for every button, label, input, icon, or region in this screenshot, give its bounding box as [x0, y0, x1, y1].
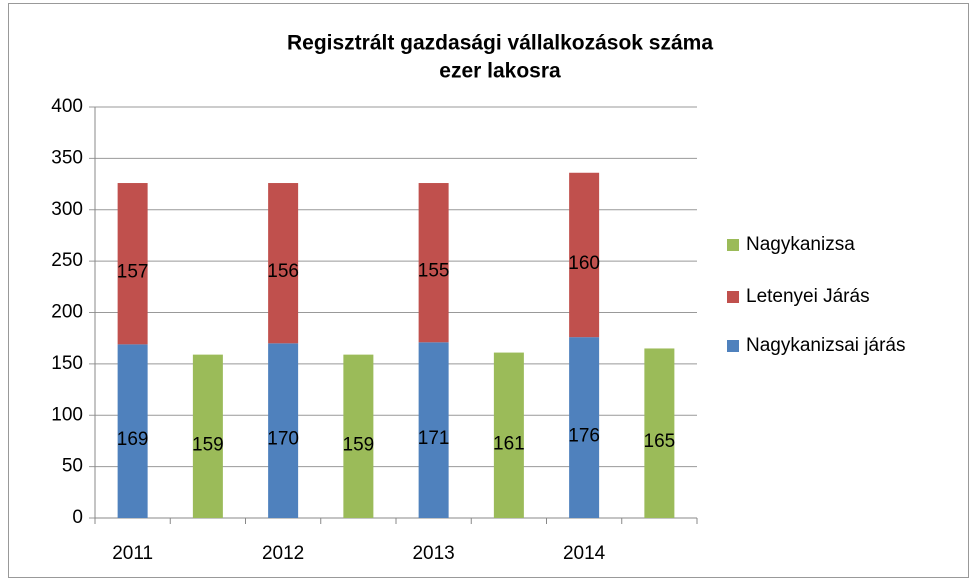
bar: [418, 342, 449, 518]
data-label: 159: [343, 434, 375, 455]
y-tick-label: 150: [51, 353, 83, 374]
legend-label: Nagykanizsai járás: [746, 335, 905, 356]
x-tick-label: 2011: [112, 543, 153, 564]
x-tick-label: 2013: [412, 543, 454, 564]
y-tick-label: 400: [51, 96, 83, 117]
data-label: 169: [117, 429, 149, 450]
y-tick-label: 100: [51, 404, 83, 425]
data-label: 161: [493, 433, 525, 454]
data-label: 170: [267, 429, 299, 450]
bar: [493, 352, 524, 518]
chart-title: Regisztrált gazdasági vállalkozások szám…: [287, 32, 713, 55]
bar: [117, 344, 148, 518]
data-label: 155: [418, 261, 450, 282]
bar: [569, 172, 600, 338]
legend-label: Letenyei Járás: [746, 286, 870, 307]
y-tick-label: 0: [72, 507, 83, 528]
bar: [569, 337, 600, 518]
data-label: 165: [644, 431, 676, 452]
y-tick-label: 350: [51, 147, 83, 168]
data-label: 157: [117, 262, 149, 283]
chart-border: [8, 3, 969, 578]
x-tick-label: 2012: [262, 543, 304, 564]
y-tick-label: 300: [51, 199, 83, 220]
legend-swatch: [727, 340, 739, 352]
y-tick-label: 50: [62, 456, 83, 477]
legend-label: Nagykanizsa: [746, 234, 855, 255]
legend-swatch: [727, 291, 739, 303]
bar: [644, 348, 675, 518]
data-label: 176: [568, 426, 600, 447]
data-label: 156: [267, 261, 299, 282]
y-tick-label: 250: [51, 250, 83, 271]
bar: [418, 183, 449, 343]
x-tick-label: 2014: [563, 543, 606, 564]
chart-title: ezer lakosra: [439, 60, 561, 83]
bar: [268, 343, 299, 518]
data-label: 160: [568, 253, 600, 274]
data-label: 159: [192, 434, 224, 455]
data-label: 171: [418, 428, 450, 449]
bar: [117, 183, 148, 345]
bar: [343, 354, 374, 518]
legend-swatch: [727, 239, 739, 251]
bar: [192, 354, 223, 518]
bar: [268, 183, 299, 344]
y-tick-label: 200: [51, 302, 83, 323]
